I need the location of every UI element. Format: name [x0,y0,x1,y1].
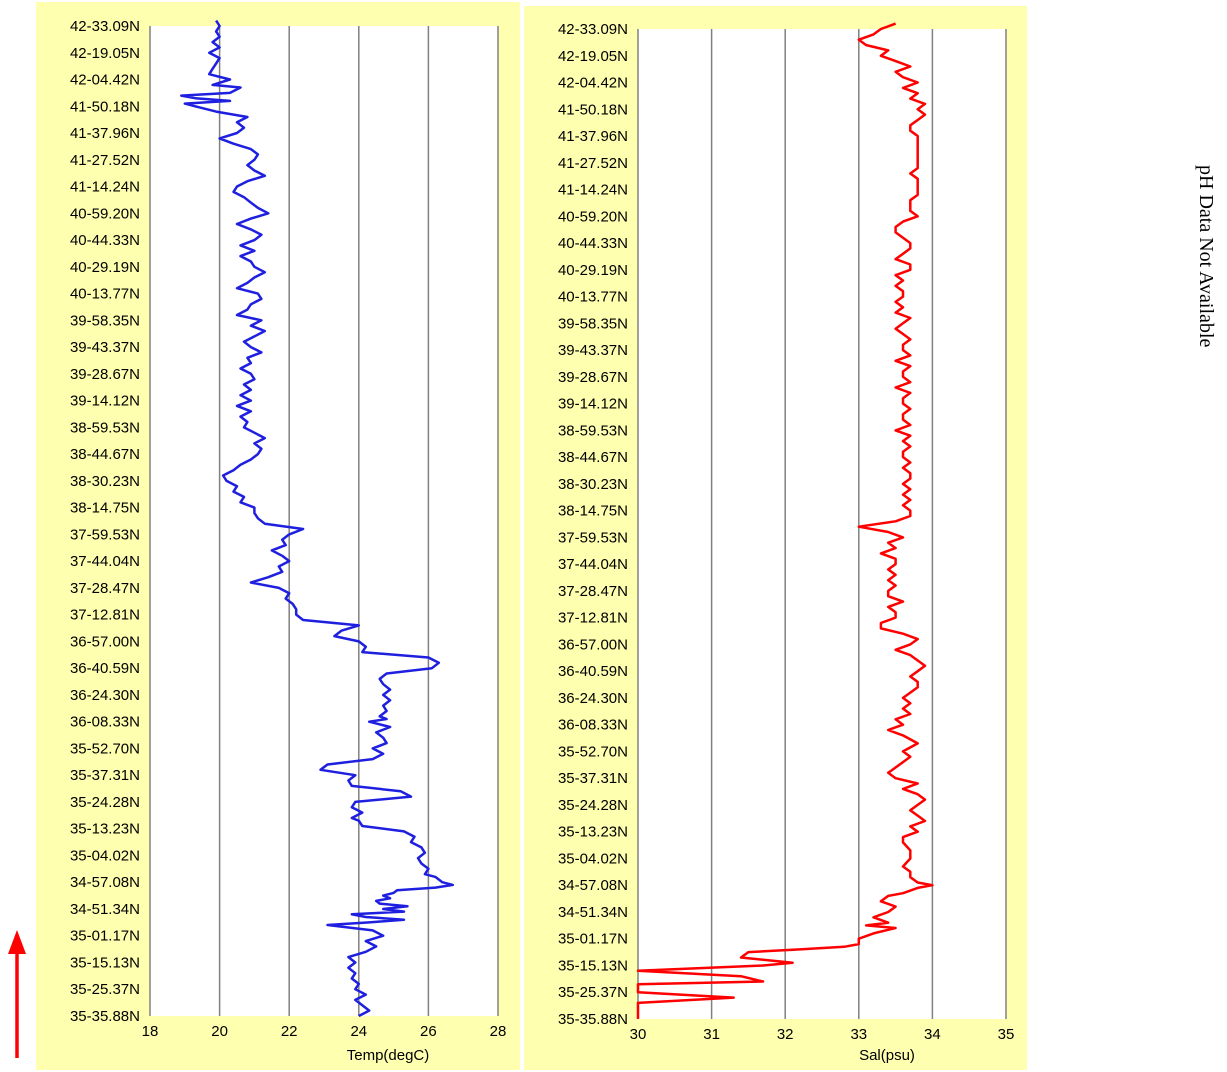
temperature-y-tick-label: 40-44.33N [70,232,140,249]
salinity-x-tick-label: 31 [703,1026,720,1043]
temperature-y-tick-label: 37-59.53N [70,526,140,543]
salinity-y-tick-label: 41-14.24N [558,182,628,199]
temperature-y-tick-label: 42-33.09N [70,18,140,35]
temperature-y-tick-label: 35-35.88N [70,1008,140,1025]
salinity-y-tick-label: 35-37.31N [558,770,628,787]
temperature-y-tick-label: 36-40.59N [70,660,140,677]
salinity-y-tick-label: 41-37.96N [558,128,628,145]
temperature-y-tick-label: 41-37.96N [70,125,140,142]
arrow-up-icon [8,930,26,1058]
temperature-y-tick-label: 35-25.37N [70,981,140,998]
temperature-y-tick-label: 38-59.53N [70,419,140,436]
salinity-y-tick-label: 42-04.42N [558,75,628,92]
temperature-y-tick-label: 36-24.30N [70,687,140,704]
temperature-y-tick-label: 40-29.19N [70,259,140,276]
salinity-y-tick-label: 35-52.70N [558,743,628,760]
salinity-series-line [636,22,934,1019]
temperature-y-tick-label: 37-44.04N [70,553,140,570]
salinity-y-tick-label: 41-27.52N [558,155,628,172]
temperature-y-tick-label: 35-52.70N [70,740,140,757]
salinity-y-tick-label: 38-14.75N [558,503,628,520]
temperature-y-tick-label: 37-12.81N [70,607,140,624]
temperature-y-tick-label: 35-15.13N [70,954,140,971]
temperature-y-tick-label: 41-27.52N [70,152,140,169]
salinity-y-tick-label: 35-24.28N [558,797,628,814]
salinity-y-tick-label: 39-58.35N [558,315,628,332]
temperature-chart: 35-35.88N 35-25.37N 35-15.13N 35-01.17N 34-5… [36,2,520,1070]
salinity-y-tick-label: 42-33.09N [558,21,628,38]
salinity-y-tick-label: 36-40.59N [558,663,628,680]
temperature-y-tick-label: 39-14.12N [70,393,140,410]
temperature-y-tick-label: 38-14.75N [70,500,140,517]
salinity-x-tick-label: 32 [777,1026,794,1043]
salinity-y-tick-label: 35-01.17N [558,931,628,948]
temperature-x-tick-label: 26 [420,1023,437,1040]
salinity-plot-area [638,29,1006,1019]
salinity-y-tick-label: 34-57.08N [558,877,628,894]
temperature-x-tick-label: 24 [350,1023,367,1040]
salinity-y-tick-label: 36-24.30N [558,690,628,707]
temperature-y-tick-label: 35-37.31N [70,767,140,784]
temperature-x-tick-label: 20 [211,1023,228,1040]
temperature-y-tick-label: 35-24.28N [70,794,140,811]
salinity-y-tick-label: 39-43.37N [558,342,628,359]
temperature-y-tick-label: 39-58.35N [70,312,140,329]
temperature-x-tick-label: 18 [142,1023,159,1040]
salinity-y-tick-label: 42-19.05N [558,48,628,65]
salinity-x-tick-label: 35 [998,1026,1015,1043]
salinity-y-tick-label: 39-28.67N [558,369,628,386]
temperature-y-tick-label: 40-13.77N [70,286,140,303]
temperature-y-tick-label: 42-19.05N [70,45,140,62]
salinity-y-tick-label: 35-15.13N [558,957,628,974]
salinity-y-tick-label: 38-30.23N [558,476,628,493]
salinity-y-tick-label: 37-28.47N [558,583,628,600]
temperature-x-tick-label: 28 [490,1023,507,1040]
salinity-chart: 35-35.88N 35-25.37N 35-15.13N 35-01.17N 34-5… [524,6,1027,1070]
temperature-y-tick-label: 36-57.00N [70,633,140,650]
temperature-y-tick-label: 39-28.67N [70,366,140,383]
salinity-y-tick-label: 37-59.53N [558,529,628,546]
temperature-x-axis-label: Temp(degC) [347,1047,430,1064]
salinity-y-tick-label: 39-14.12N [558,396,628,413]
salinity-y-tick-label: 40-44.33N [558,235,628,252]
salinity-y-tick-label: 38-59.53N [558,422,628,439]
temperature-y-tick-label: 35-13.23N [70,821,140,838]
salinity-y-tick-label: 37-12.81N [558,610,628,627]
salinity-y-tick-label: 41-50.18N [558,101,628,118]
temperature-y-tick-label: 35-04.02N [70,847,140,864]
salinity-y-tick-label: 38-44.67N [558,449,628,466]
temperature-y-tick-label: 36-08.33N [70,714,140,731]
temperature-y-tick-label: 40-59.20N [70,205,140,222]
salinity-y-tick-label: 40-29.19N [558,262,628,279]
salinity-x-tick-label: 34 [924,1026,941,1043]
salinity-x-tick-label: 33 [850,1026,867,1043]
salinity-y-tick-label: 35-25.37N [558,984,628,1001]
salinity-y-tick-label: 34-51.34N [558,904,628,921]
temperature-y-tick-label: 39-43.37N [70,339,140,356]
temperature-y-tick-label: 38-30.23N [70,473,140,490]
temperature-y-tick-label: 41-14.24N [70,179,140,196]
temperature-y-tick-label: 34-57.08N [70,874,140,891]
salinity-y-tick-label: 35-04.02N [558,850,628,867]
salinity-y-tick-label: 40-13.77N [558,289,628,306]
temperature-y-tick-label: 38-44.67N [70,446,140,463]
temperature-series-line [180,19,455,1018]
salinity-x-axis-label: Sal(psu) [859,1047,915,1064]
salinity-y-tick-label: 36-08.33N [558,717,628,734]
temperature-y-tick-label: 34-51.34N [70,901,140,918]
temperature-x-tick-label: 22 [281,1023,298,1040]
temperature-plot-area [150,26,498,1016]
salinity-y-tick-label: 36-57.00N [558,636,628,653]
salinity-y-tick-label: 35-35.88N [558,1011,628,1028]
salinity-x-tick-label: 30 [630,1026,647,1043]
salinity-y-tick-label: 40-59.20N [558,208,628,225]
salinity-y-tick-label: 35-13.23N [558,824,628,841]
temperature-y-tick-label: 41-50.18N [70,98,140,115]
temperature-y-tick-label: 37-28.47N [70,580,140,597]
ph-not-available-note: pH Data Not Available [1195,165,1217,347]
temperature-y-tick-label: 35-01.17N [70,928,140,945]
salinity-y-tick-label: 37-44.04N [558,556,628,573]
temperature-y-tick-label: 42-04.42N [70,72,140,89]
